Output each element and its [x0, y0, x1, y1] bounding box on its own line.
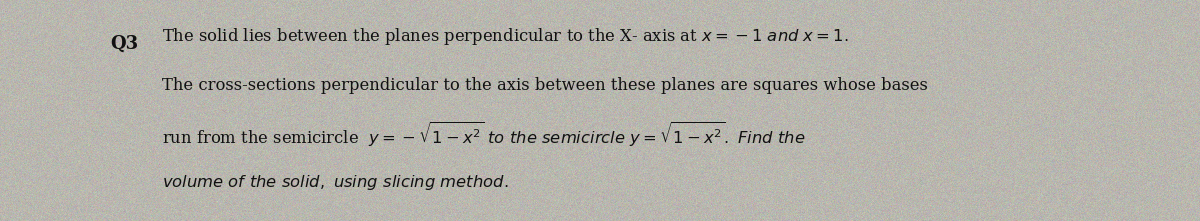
- Text: The cross-sections perpendicular to the axis between these planes are squares wh: The cross-sections perpendicular to the …: [162, 77, 928, 93]
- Text: Q3: Q3: [110, 35, 138, 53]
- Text: run from the semicircle  $y=-\sqrt{1-x^2}$ $\mathit{to\ the\ semicircle}$ $y=\sq: run from the semicircle $y=-\sqrt{1-x^2}…: [162, 119, 805, 149]
- Text: $\mathit{volume\ of\ the\ solid,\ using\ slicing\ method.}$: $\mathit{volume\ of\ the\ solid,\ using\…: [162, 173, 509, 192]
- Text: The solid lies between the planes perpendicular to the X- axis at $x=-1$ $\mathi: The solid lies between the planes perpen…: [162, 26, 848, 47]
